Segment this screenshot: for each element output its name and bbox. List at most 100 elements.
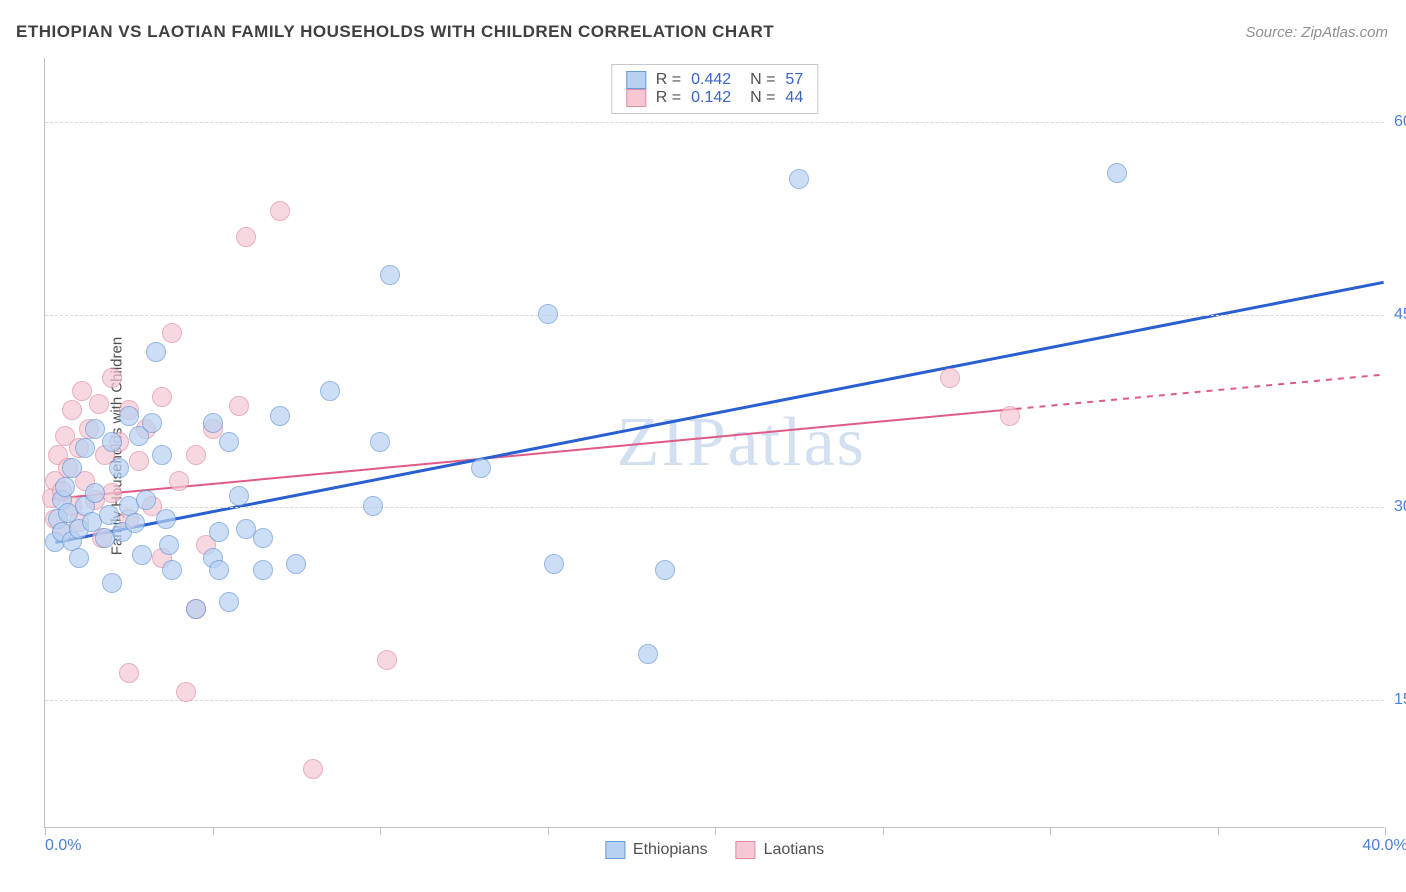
data-point-laotians: [102, 368, 122, 388]
data-point-ethiopians: [219, 432, 239, 452]
data-point-laotians: [129, 451, 149, 471]
data-point-laotians: [229, 396, 249, 416]
gridline-h: [45, 700, 1384, 701]
gridline-h: [45, 122, 1384, 123]
data-point-ethiopians: [102, 573, 122, 593]
gridline-h: [45, 507, 1384, 508]
source-attribution: Source: ZipAtlas.com: [1245, 24, 1388, 41]
data-point-ethiopians: [132, 545, 152, 565]
x-tick-label: 40.0%: [1362, 837, 1406, 855]
gridline-h: [45, 315, 1384, 316]
data-point-ethiopians: [69, 548, 89, 568]
data-point-ethiopians: [102, 432, 122, 452]
data-point-ethiopians: [159, 535, 179, 555]
data-point-ethiopians: [186, 599, 206, 619]
x-tick: [715, 827, 716, 835]
data-point-ethiopians: [85, 483, 105, 503]
y-tick-label: 60.0%: [1394, 113, 1406, 131]
r-label: R =: [656, 89, 681, 107]
data-point-ethiopians: [638, 644, 658, 664]
watermark-text: ZIPatlas: [617, 403, 866, 483]
chart-title: ETHIOPIAN VS LAOTIAN FAMILY HOUSEHOLDS W…: [16, 22, 774, 42]
data-point-ethiopians: [363, 496, 383, 516]
data-point-ethiopians: [142, 413, 162, 433]
data-point-ethiopians: [136, 490, 156, 510]
n-label: N =: [741, 89, 775, 107]
data-point-laotians: [176, 682, 196, 702]
legend-item-ethiopians: Ethiopians: [605, 841, 708, 859]
data-point-ethiopians: [156, 509, 176, 529]
data-point-laotians: [162, 323, 182, 343]
data-point-ethiopians: [655, 560, 675, 580]
y-tick-label: 15.0%: [1394, 691, 1406, 709]
data-point-laotians: [236, 227, 256, 247]
correlation-legend: R = 0.442 N = 57 R = 0.142 N = 44: [611, 64, 818, 114]
data-point-ethiopians: [253, 560, 273, 580]
y-tick-label: 45.0%: [1394, 306, 1406, 324]
data-point-ethiopians: [380, 265, 400, 285]
data-point-laotians: [186, 445, 206, 465]
trend-line: [55, 282, 1383, 542]
legend-item-laotians: Laotians: [736, 841, 825, 859]
data-point-ethiopians: [1107, 163, 1127, 183]
data-point-ethiopians: [109, 458, 129, 478]
data-point-ethiopians: [253, 528, 273, 548]
data-point-ethiopians: [75, 438, 95, 458]
data-point-ethiopians: [99, 505, 119, 525]
data-point-ethiopians: [119, 406, 139, 426]
data-point-laotians: [169, 471, 189, 491]
x-tick: [380, 827, 381, 835]
data-point-ethiopians: [538, 304, 558, 324]
n-value-laotians: 44: [785, 89, 803, 107]
swatch-laotians: [626, 89, 646, 107]
data-point-ethiopians: [125, 513, 145, 533]
trend-lines-layer: [45, 58, 1384, 827]
x-tick: [45, 827, 46, 835]
data-point-laotians: [119, 663, 139, 683]
legend-row-ethiopians: R = 0.442 N = 57: [626, 71, 803, 89]
r-label: R =: [656, 71, 681, 89]
x-tick: [883, 827, 884, 835]
y-tick-label: 30.0%: [1394, 498, 1406, 516]
x-tick: [1385, 827, 1386, 835]
data-point-laotians: [377, 650, 397, 670]
data-point-ethiopians: [55, 477, 75, 497]
data-point-ethiopians: [286, 554, 306, 574]
data-point-ethiopians: [203, 413, 223, 433]
data-point-laotians: [89, 394, 109, 414]
data-point-laotians: [152, 387, 172, 407]
data-point-ethiopians: [789, 169, 809, 189]
data-point-ethiopians: [229, 486, 249, 506]
x-tick: [1050, 827, 1051, 835]
legend-row-laotians: R = 0.142 N = 44: [626, 89, 803, 107]
data-point-laotians: [62, 400, 82, 420]
data-point-ethiopians: [370, 432, 390, 452]
x-tick-label: 0.0%: [45, 837, 81, 855]
x-tick: [548, 827, 549, 835]
data-point-ethiopians: [162, 560, 182, 580]
scatter-plot-area: ZIPatlas R = 0.442 N = 57 R = 0.142 N = …: [44, 58, 1384, 828]
data-point-ethiopians: [209, 522, 229, 542]
data-point-laotians: [303, 759, 323, 779]
data-point-ethiopians: [471, 458, 491, 478]
data-point-ethiopians: [270, 406, 290, 426]
r-value-ethiopians: 0.442: [691, 71, 731, 89]
swatch-ethiopians: [626, 71, 646, 89]
legend-label-laotians: Laotians: [764, 841, 825, 859]
data-point-ethiopians: [152, 445, 172, 465]
x-tick: [213, 827, 214, 835]
data-point-laotians: [940, 368, 960, 388]
x-tick: [1218, 827, 1219, 835]
swatch-ethiopians: [605, 841, 625, 859]
data-point-ethiopians: [544, 554, 564, 574]
legend-label-ethiopians: Ethiopians: [633, 841, 708, 859]
data-point-ethiopians: [146, 342, 166, 362]
data-point-ethiopians: [209, 560, 229, 580]
series-legend: Ethiopians Laotians: [605, 841, 824, 859]
data-point-laotians: [1000, 406, 1020, 426]
data-point-ethiopians: [62, 458, 82, 478]
trend-line: [1016, 375, 1384, 409]
data-point-ethiopians: [320, 381, 340, 401]
data-point-ethiopians: [219, 592, 239, 612]
n-label: N =: [741, 71, 775, 89]
